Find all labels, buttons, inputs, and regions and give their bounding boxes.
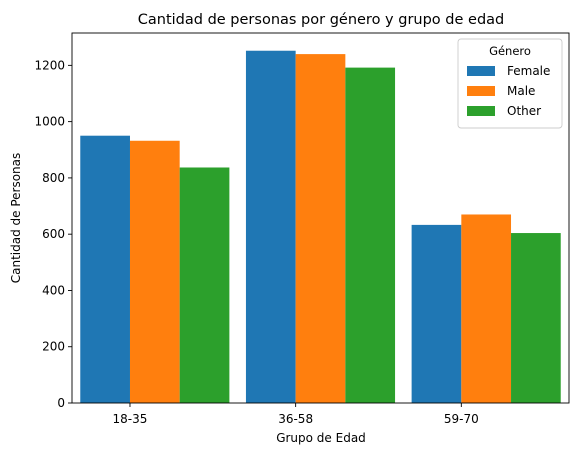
legend-label-female: Female xyxy=(507,64,550,78)
x-tick-label: 36-58 xyxy=(278,412,313,426)
y-axis: 0 200 400 600 800 1000 1200 xyxy=(34,58,72,410)
chart-title: Cantidad de personas por género y grupo … xyxy=(138,12,505,28)
bar-male-36-58 xyxy=(295,54,346,403)
x-tick-label: 59-70 xyxy=(444,412,479,426)
legend-title: Género xyxy=(489,44,531,58)
plot-frame xyxy=(71,32,570,404)
legend-swatch-male xyxy=(467,86,495,96)
legend-swatch-female xyxy=(467,66,495,76)
y-tick-label: 800 xyxy=(42,171,65,185)
legend-swatch-other xyxy=(467,106,495,116)
legend-label-other: Other xyxy=(507,104,541,118)
bars-group xyxy=(80,50,561,404)
y-tick-label: 0 xyxy=(57,396,65,410)
x-tick-label: 18-35 xyxy=(113,412,148,426)
bar-female-59-70 xyxy=(411,224,462,403)
bar-male-18-35 xyxy=(129,140,180,403)
y-tick-label: 600 xyxy=(42,227,65,241)
legend-label-male: Male xyxy=(507,84,535,98)
y-tick-label: 200 xyxy=(42,340,65,354)
bar-other-18-35 xyxy=(179,167,230,403)
legend-frame xyxy=(457,38,563,129)
y-tick-label: 1200 xyxy=(34,58,65,72)
bar-male-59-70 xyxy=(461,214,512,403)
y-axis-label: Cantidad de Personas xyxy=(9,153,23,284)
x-axis: 18-35 36-58 59-70 xyxy=(113,403,479,426)
x-axis-label: Grupo de Edad xyxy=(276,431,366,445)
legend: Género Female Male Other xyxy=(457,38,563,129)
y-tick-label: 1000 xyxy=(34,115,65,129)
bar-other-59-70 xyxy=(511,233,561,403)
y-tick-label: 400 xyxy=(42,283,65,297)
bar-female-18-35 xyxy=(80,135,130,403)
bar-other-36-58 xyxy=(345,67,396,404)
bar-female-36-58 xyxy=(245,50,296,403)
